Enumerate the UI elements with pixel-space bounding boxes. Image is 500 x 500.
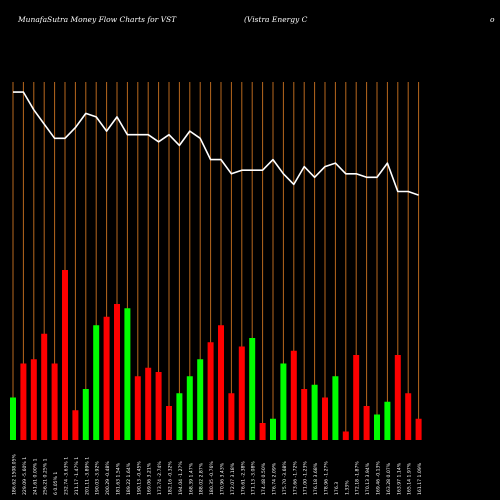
money-flow-bar	[51, 363, 58, 440]
money-flow-bar	[353, 355, 360, 440]
x-tick-label: 6 0.05% 1	[53, 472, 59, 495]
money-flow-bar	[10, 397, 16, 440]
money-flow-bar	[103, 316, 110, 440]
x-tick-label: 256.21 0.25% 1	[43, 458, 49, 495]
money-flow-bar	[270, 418, 276, 440]
price-line	[13, 91, 419, 196]
money-flow-bar	[72, 410, 79, 440]
money-flow-bar	[394, 355, 401, 440]
money-flow-bar	[405, 393, 412, 440]
money-flow-bars	[10, 270, 422, 440]
money-flow-bar	[384, 401, 391, 440]
money-flow-bar	[197, 359, 204, 440]
money-flow-bar	[176, 393, 183, 440]
x-tick-label: 201.11 -3.89% 1	[84, 457, 90, 495]
x-tick-label: 168.39 1.47%	[188, 462, 194, 495]
money-flow-bar	[186, 376, 193, 440]
money-flow-bar	[134, 376, 141, 440]
money-flow-bar	[322, 397, 328, 440]
x-tick-label: 186.62 1508.05%	[12, 453, 18, 495]
x-tick-label: 176.18 3.68%	[313, 462, 319, 495]
x-tick-label: 165.14 1.97%	[407, 462, 413, 495]
money-flow-bar	[415, 418, 422, 440]
x-tick-label: 211.17 -1.47% 1	[74, 457, 80, 495]
money-flow-bar	[62, 270, 68, 440]
x-tick-label: 169.46 -0.13%	[376, 461, 382, 495]
money-flow-bar	[311, 384, 318, 440]
money-flow-bar	[342, 431, 349, 440]
money-flow-bar	[332, 376, 339, 440]
x-tick-label: 172.18 -1.87%	[355, 461, 361, 495]
x-tick-label: 182.16 -0.32%	[168, 461, 174, 495]
x-tick-label: 190.13 -0.45%	[136, 461, 142, 495]
money-flow-bar	[30, 359, 37, 440]
x-tick-label: 163.97 1.14%	[396, 462, 402, 495]
x-tick-label: 200.29 -0.48%	[105, 461, 111, 495]
money-flow-bar	[249, 338, 256, 440]
x-tick-label: 176.74 2.09%	[272, 462, 278, 495]
money-flow-bar	[124, 308, 131, 440]
x-tick-label: 181.63 1.54%	[116, 462, 122, 495]
money-flow-bar	[363, 406, 370, 440]
money-flow-bar	[238, 346, 245, 440]
money-flow-bar	[41, 333, 48, 440]
x-tick-label: 188.02 2.87%	[199, 462, 205, 495]
x-tick-label: 190.03 -3.92%	[95, 461, 101, 495]
x-tick-label: 1.33%	[344, 480, 350, 495]
x-tick-label: 176.3	[334, 482, 340, 495]
x-tick-labels: 186.62 1508.05% 229.09 -5.60% 1 241.61 0.0…	[12, 453, 424, 495]
money-flow-bar	[155, 372, 162, 440]
x-tick-label: 171.13 -3.08%	[251, 461, 257, 495]
x-tick-label: 171.00 -1.23%	[303, 461, 309, 495]
money-flow-bar	[280, 363, 287, 440]
x-tick-label: 232.74 -3.63% 1	[64, 457, 70, 495]
x-tick-label: 176.61 -2.38%	[240, 461, 246, 495]
x-tick-label: 173.74 -2.74%	[157, 461, 163, 495]
money-flow-bar	[93, 325, 100, 440]
money-flow-bar	[218, 325, 224, 440]
x-tick-label: 174.48 0.50%	[261, 462, 267, 495]
money-flow-bar	[228, 393, 235, 440]
money-flow-bar	[145, 367, 152, 440]
money-flow-bar	[207, 342, 214, 440]
x-tick-label: 178.96 -1.27%	[324, 461, 330, 495]
x-tick-label: 189.22 1.64%	[126, 462, 132, 495]
x-tick-label: 163.28 0.07%	[386, 462, 392, 495]
money-flow-bar	[259, 423, 266, 440]
x-tick-label: 175.70 -3.68%	[282, 461, 288, 495]
x-tick-label: 170.96 3.43%	[220, 462, 226, 495]
chart-title-fragment: o	[490, 15, 495, 24]
chart-subtitle: (Vistra Energy C	[244, 15, 308, 24]
money-flow-bar	[20, 363, 27, 440]
x-tick-label: 194.04 -1.27%	[178, 461, 184, 495]
x-tick-label: 161.17 1.09%	[417, 462, 423, 495]
money-flow-bar	[301, 389, 308, 440]
x-tick-label: 180.35 -0.76%	[209, 461, 215, 495]
money-flow-bar	[290, 350, 297, 440]
x-tick-label: 169.06 3.21%	[147, 462, 153, 495]
x-tick-label: 170.13 3.94%	[365, 462, 371, 495]
money-flow-bar	[114, 304, 120, 440]
x-tick-label: 229.09 -5.60% 1	[22, 457, 28, 495]
x-tick-label: 172.07 3.18%	[230, 462, 236, 495]
x-tick-label: 241.61 0.00% 1	[32, 458, 38, 495]
price-line-group	[13, 91, 419, 196]
chart-title: MunafaSutra Money Flow Charts for VST	[18, 15, 177, 24]
money-flow-bar	[374, 414, 380, 440]
money-flow-bar	[166, 406, 172, 440]
money-flow-bar	[82, 389, 89, 440]
x-tick-label: 173.66 -1.72%	[292, 461, 298, 495]
